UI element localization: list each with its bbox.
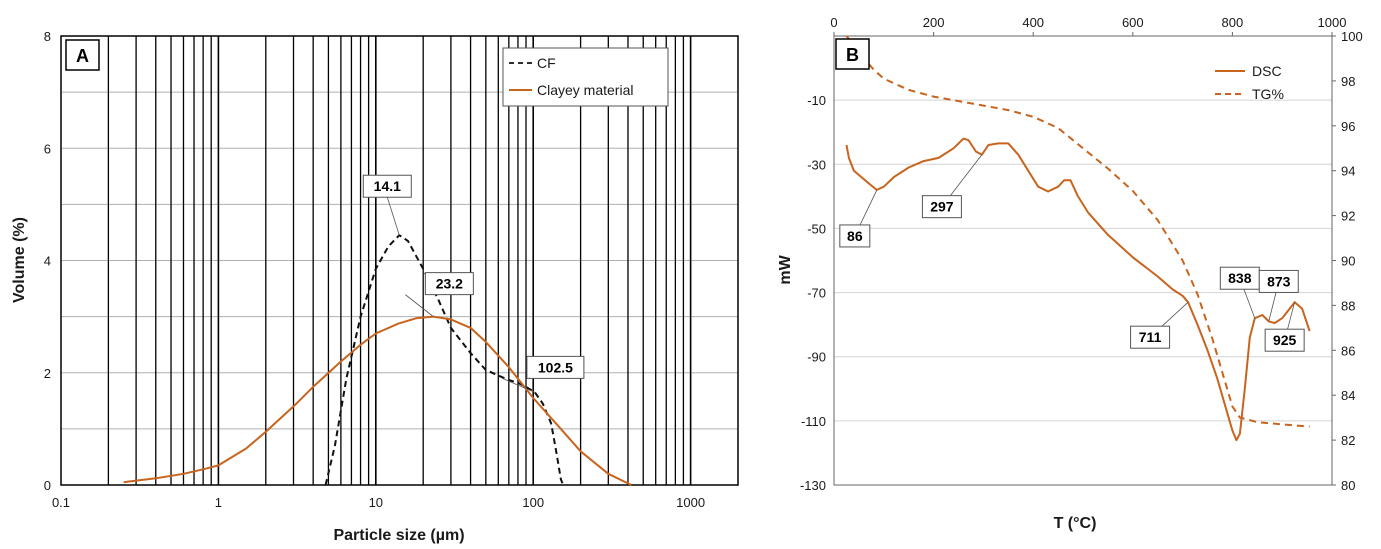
panel-b-annotations: 86 297 711 838 873 925 — [839, 154, 1305, 352]
panel-b-x-tick-label: 400 — [1022, 15, 1044, 30]
panel-b-y-right-tick-label: 82 — [1341, 433, 1355, 448]
legend-label-clayey: Clayey material — [537, 82, 633, 98]
panel-b-y-left-tick-label: -110 — [801, 414, 826, 429]
panel-b-plot-frame — [833, 35, 1333, 486]
panel-b-annotation-box — [921, 195, 962, 219]
panel-b-annotation-box — [1130, 325, 1171, 349]
panel-a-annotation-leader — [386, 197, 400, 236]
panel-a-annotation-box — [424, 272, 474, 296]
panel-b-x-tick-label: 1000 — [1318, 15, 1347, 30]
panel-b-y-right-tick-label: 98 — [1341, 74, 1355, 89]
panel-b-annotation-box — [1264, 328, 1305, 352]
panel-b-y-left-tick-label: -10 — [807, 93, 826, 108]
panel-b-annotation-label: 86 — [847, 228, 863, 244]
panel-b-series-line-1 — [845, 35, 1310, 428]
panel-a-annotation-box — [526, 355, 585, 379]
panel-b-annotation-box — [839, 224, 871, 248]
panel-a-y-axis-title: Volume (%) — [11, 217, 28, 303]
panel-a-grid — [61, 36, 738, 485]
panel-b-y-left-tick-label: -50 — [807, 221, 826, 236]
panel-a-annotations: 14.1 23.2 102.5 — [362, 174, 585, 393]
panel-b-annotation-label: 838 — [1228, 270, 1252, 286]
panel-b-y-right-tick-label: 96 — [1341, 119, 1355, 134]
panel-a-annotation-leader — [405, 294, 434, 317]
panel-a-legend-box — [502, 47, 669, 107]
panel-a-chart: 0.1 1 10 100 1000 0 2 4 6 8 14.1 23.2 102.5 A CF Cl… — [11, 29, 739, 544]
panel-a-label: A — [76, 46, 89, 66]
panel-b-y-right-tick-label: 88 — [1341, 298, 1355, 313]
panel-a-ticks: 0.1 1 10 100 1000 0 2 4 6 8 — [44, 29, 705, 510]
panel-a-y-tick-label: 0 — [44, 478, 51, 493]
panel-a-annotation-leader — [502, 378, 536, 393]
panel-a-x-tick-label: 1 — [215, 495, 222, 510]
panel-b-annotation-label: 297 — [930, 199, 954, 215]
panel-a-annotation-label: 23.2 — [436, 276, 463, 292]
panel-a-y-tick-label: 6 — [44, 141, 51, 156]
panel-b-annotation-label: 873 — [1267, 273, 1291, 289]
panel-b-chart: 0 200 400 600 800 1000 -130 -110 -90 -70 -50 -30 -10… — [777, 15, 1363, 532]
panel-b-x-tick-label: 800 — [1222, 15, 1244, 30]
panel-b-y-right-tick-label: 80 — [1341, 478, 1355, 493]
panel-a-y-tick-label: 8 — [44, 29, 51, 44]
panel-a-x-axis-title: Particle size (µm) — [333, 527, 464, 544]
panel-b-y-right-tick-label: 84 — [1341, 388, 1355, 403]
panel-b-y-axis-title: mW — [777, 254, 794, 284]
panel-b-legend: DSC TG% — [1215, 63, 1284, 102]
panel-a-y-tick-label: 4 — [44, 254, 51, 269]
panel-b-series — [845, 35, 1311, 442]
legend-label-dsc: DSC — [1252, 63, 1282, 79]
panel-b-series-line-0 — [845, 137, 1311, 442]
panel-b-y-right-tick-label: 90 — [1341, 254, 1355, 269]
panel-b-grid — [834, 99, 1332, 422]
panel-a-x-tick-label: 0.1 — [52, 495, 70, 510]
panel-b-label-box — [835, 38, 870, 70]
panel-b-annotation-label: 925 — [1273, 332, 1297, 348]
panel-b-annotation-box — [1258, 269, 1299, 293]
panel-b-x-tick-label: 0 — [830, 15, 837, 30]
panel-b-label: B — [846, 45, 859, 65]
panel-a-series-line-0 — [324, 234, 565, 486]
panel-b-y-left-tick-label: -70 — [807, 286, 826, 301]
legend-label-tg: TG% — [1252, 86, 1284, 102]
panel-b-y-left-tick-label: -90 — [807, 350, 826, 365]
panel-a-series — [123, 234, 632, 486]
panel-b-y-right-tick-label: 92 — [1341, 209, 1355, 224]
panel-b-x-tick-label: 600 — [1122, 15, 1144, 30]
panel-a-y-tick-label: 2 — [44, 366, 51, 381]
panel-b-y-left-tick-label: -130 — [800, 478, 826, 493]
panel-a-x-tick-label: 1000 — [676, 495, 705, 510]
panel-a-x-tick-label: 10 — [369, 495, 383, 510]
panel-b-y-left-tick-label: -30 — [807, 157, 826, 172]
panel-a-annotation-label: 102.5 — [538, 359, 573, 375]
panel-a-legend: CF Clayey material — [502, 47, 669, 107]
panel-b-ticks: 0 200 400 600 800 1000 -130 -110 -90 -70 -50 -30 -10… — [800, 15, 1363, 493]
panel-b-x-tick-label: 200 — [923, 15, 945, 30]
panel-a-x-tick-label: 100 — [522, 495, 544, 510]
panel-b-y-right-tick-label: 86 — [1341, 343, 1355, 358]
panel-b-y-right-tick-label: 94 — [1341, 164, 1355, 179]
panel-b-annotation-label: 711 — [1139, 329, 1162, 345]
panel-a-annotation-label: 14.1 — [374, 178, 401, 194]
panel-a-label-box — [65, 39, 100, 71]
panel-a-series-line-1 — [123, 315, 632, 486]
panel-a-plot-frame — [60, 35, 739, 486]
panel-b-x-axis-title: T (°C) — [1054, 515, 1097, 532]
panel-a-annotation-box — [362, 174, 412, 198]
panel-b-y-right-tick-label: 100 — [1341, 29, 1363, 44]
legend-label-cf: CF — [537, 55, 556, 71]
